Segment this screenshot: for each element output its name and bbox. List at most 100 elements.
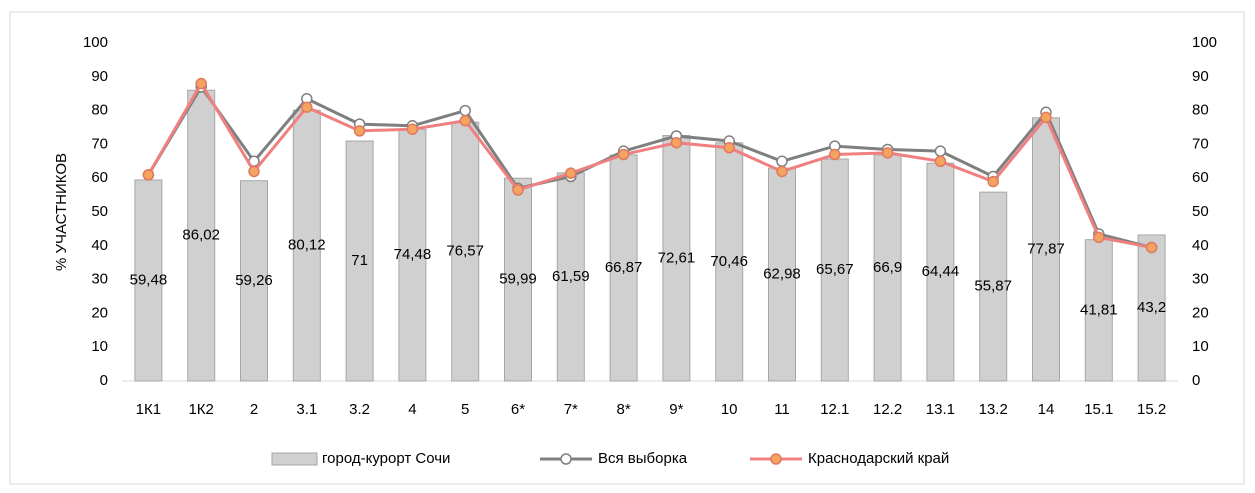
x-tick-label: 15.1 [1084, 401, 1113, 418]
data-label: 72,61 [658, 249, 696, 266]
x-tick-label: 4 [408, 401, 416, 418]
line-marker [512, 184, 524, 196]
data-label: 76,57 [446, 243, 484, 260]
x-tick-label: 12.1 [820, 401, 849, 418]
y2-tick-label: 30 [1192, 271, 1209, 288]
line-marker [1040, 111, 1052, 124]
x-tick-label: 6* [511, 401, 525, 418]
y-tick-label: 90 [91, 68, 108, 85]
bar [1137, 234, 1166, 382]
y2-tick-label: 100 [1192, 34, 1217, 51]
bar [1032, 117, 1060, 382]
bar [715, 142, 744, 382]
line-marker [987, 175, 999, 188]
data-label: 62,98 [763, 266, 801, 283]
line-marker [1145, 241, 1158, 254]
bar [1084, 239, 1113, 382]
x-tick-label: 10 [721, 401, 738, 418]
data-label: 86,02 [182, 227, 220, 244]
data-label: 64,44 [922, 263, 960, 280]
y2-tick-label: 50 [1192, 203, 1209, 220]
x-tick-label: 13.2 [979, 401, 1008, 418]
y2-tick-label: 80 [1192, 102, 1209, 119]
x-tick-label: 1К2 [188, 401, 213, 418]
line-marker [670, 136, 683, 149]
y2-tick-label: 20 [1192, 304, 1209, 321]
data-label: 61,59 [552, 268, 590, 285]
line-marker [459, 104, 471, 117]
y2-tick-label: 90 [1192, 68, 1209, 85]
line-marker [248, 165, 260, 178]
legend-swatch [271, 452, 318, 466]
y-tick-label: 20 [91, 304, 108, 321]
data-label: 66,9 [873, 259, 902, 276]
y2-tick-label: 60 [1192, 169, 1209, 186]
y2-tick-label: 40 [1192, 237, 1209, 254]
x-tick-label: 8* [617, 401, 631, 418]
line-marker [934, 155, 947, 168]
bar [926, 162, 955, 382]
y-tick-label: 80 [91, 102, 108, 119]
legend-label: Краснодарский край [808, 450, 949, 467]
y-tick-label: 40 [91, 237, 108, 254]
bar [662, 135, 691, 382]
data-label: 77,87 [1027, 240, 1065, 257]
bar [345, 140, 374, 382]
data-label: 59,99 [499, 271, 537, 288]
y2-tick-label: 0 [1192, 372, 1200, 389]
y-tick-label: 60 [91, 169, 108, 186]
y-tick-label: 100 [83, 34, 108, 51]
x-tick-label: 12.2 [873, 401, 902, 418]
line-marker [1093, 231, 1105, 244]
bar [398, 128, 427, 382]
line-marker [353, 125, 366, 137]
line-marker [776, 165, 788, 178]
x-tick-label: 5 [461, 401, 469, 418]
line-marker [301, 101, 313, 113]
bar [873, 154, 902, 382]
data-label: 41,81 [1080, 301, 1118, 318]
legend-label: город-курорт Сочи [322, 450, 450, 467]
line-marker [881, 147, 894, 159]
x-tick-label: 1К1 [136, 401, 161, 418]
legend-label: Вся выборка [598, 450, 688, 467]
data-label: 43,2 [1137, 299, 1166, 316]
data-label: 70,46 [710, 253, 748, 270]
bar [609, 154, 638, 382]
y-tick-label: 30 [91, 271, 108, 288]
line-marker [406, 123, 419, 135]
line-marker [617, 148, 630, 161]
bar [979, 191, 1008, 382]
x-tick-label: 9* [669, 401, 683, 418]
x-tick-label: 14 [1038, 401, 1055, 418]
y2-tick-label: 10 [1192, 338, 1209, 355]
x-tick-label: 2 [250, 401, 258, 418]
bar [134, 179, 163, 382]
legend-marker [770, 453, 782, 465]
y-tick-label: 0 [100, 372, 108, 389]
data-label: 65,67 [816, 261, 854, 278]
x-tick-label: 3.1 [296, 401, 317, 418]
bar [292, 109, 321, 382]
y-tick-label: 70 [91, 135, 108, 152]
legend-marker [560, 453, 572, 465]
bar [820, 158, 849, 382]
y-tick-label: 10 [91, 338, 108, 355]
data-label: 80,12 [288, 237, 326, 254]
x-tick-label: 11 [774, 401, 790, 418]
y-axis-label: % УЧАСТНИКОВ [53, 153, 70, 271]
data-label: 59,48 [130, 271, 168, 288]
data-label: 66,87 [605, 259, 643, 276]
y-tick-label: 50 [91, 203, 108, 220]
line-marker [459, 114, 471, 127]
line-marker [829, 148, 841, 161]
bar [240, 180, 268, 382]
data-label: 74,48 [394, 246, 432, 263]
data-label: 55,87 [974, 278, 1012, 295]
x-tick-label: 3.2 [349, 401, 370, 418]
line-marker [565, 167, 577, 179]
line [147, 80, 1152, 249]
x-tick-label: 7* [564, 401, 578, 418]
